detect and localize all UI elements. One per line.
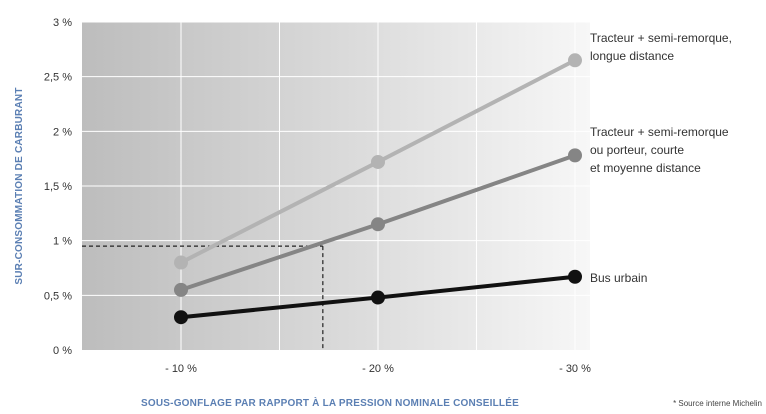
- data-point-0-1: [371, 154, 385, 169]
- data-point-0-2: [568, 53, 582, 68]
- y-tick-label: 3 %: [53, 17, 72, 29]
- y-tick-label: 0,5 %: [44, 290, 72, 302]
- series-label-1: Tracteur + semi-remorque: [590, 125, 729, 139]
- y-tick-label: 2 %: [53, 126, 72, 138]
- y-tick-label: 0 %: [53, 345, 72, 357]
- data-point-1-2: [568, 148, 582, 163]
- data-point-0-0: [174, 255, 188, 270]
- data-point-2-2: [568, 269, 582, 284]
- data-point-1-1: [371, 217, 385, 232]
- series-label-1: et moyenne distance: [590, 161, 701, 175]
- data-point-2-1: [371, 290, 385, 305]
- y-tick-label: 1,5 %: [44, 181, 72, 193]
- data-point-2-0: [174, 310, 188, 325]
- series-label-0: longue distance: [590, 49, 674, 63]
- x-tick-label: - 10 %: [165, 363, 197, 375]
- y-tick-label: 2,5 %: [44, 72, 72, 84]
- series-label-2: Bus urbain: [590, 271, 647, 285]
- y-tick-label: 1 %: [53, 236, 72, 248]
- series-label-1: ou porteur, courte: [590, 143, 684, 157]
- x-tick-label: - 20 %: [362, 363, 394, 375]
- data-point-1-0: [174, 282, 188, 297]
- series-label-0: Tracteur + semi-remorque,: [590, 31, 732, 45]
- x-axis-label: SOUS-GONFLAGE PAR RAPPORT À LA PRESSION …: [141, 396, 519, 409]
- x-tick-label: - 30 %: [559, 363, 591, 375]
- y-axis-label: SUR-CONSOMMATION DE CARBURANT: [14, 87, 25, 284]
- source-note: * Source interne Michelin: [673, 399, 762, 408]
